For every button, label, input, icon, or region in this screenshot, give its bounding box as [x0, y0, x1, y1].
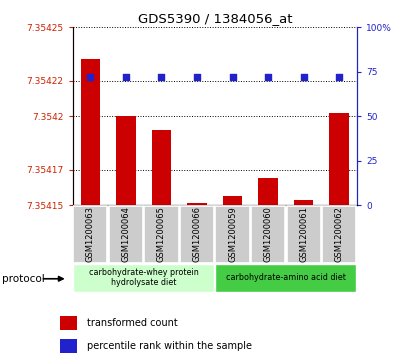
Point	[158, 74, 165, 80]
Text: carbohydrate-amino acid diet: carbohydrate-amino acid diet	[226, 273, 346, 282]
Text: GSM1200063: GSM1200063	[86, 206, 95, 262]
Text: GSM1200059: GSM1200059	[228, 206, 237, 262]
Text: GSM1200061: GSM1200061	[299, 206, 308, 262]
Bar	[116, 116, 136, 205]
Point	[194, 74, 200, 80]
Bar	[60, 339, 77, 353]
Bar	[152, 130, 171, 205]
Bar	[144, 206, 178, 262]
Bar	[251, 206, 285, 262]
Text: GSM1200064: GSM1200064	[122, 206, 130, 262]
Point	[229, 74, 236, 80]
Bar	[180, 206, 214, 262]
Bar	[286, 206, 321, 262]
Point	[87, 74, 94, 80]
Bar	[223, 196, 242, 205]
Bar	[109, 206, 143, 262]
Bar	[322, 206, 356, 262]
Text: protocol: protocol	[2, 274, 45, 284]
Text: GSM1200062: GSM1200062	[334, 206, 344, 262]
Point	[265, 74, 271, 80]
Bar	[73, 264, 214, 291]
Text: GSM1200060: GSM1200060	[264, 206, 273, 262]
Text: GSM1200065: GSM1200065	[157, 206, 166, 262]
Bar	[330, 113, 349, 205]
Bar	[73, 206, 107, 262]
Bar	[258, 178, 278, 205]
Bar	[187, 203, 207, 205]
Bar	[215, 206, 249, 262]
Text: percentile rank within the sample: percentile rank within the sample	[87, 341, 252, 351]
Point	[300, 74, 307, 80]
Title: GDS5390 / 1384056_at: GDS5390 / 1384056_at	[137, 12, 292, 25]
Bar	[60, 316, 77, 330]
Point	[122, 74, 129, 80]
Text: GSM1200066: GSM1200066	[193, 206, 202, 262]
Point	[336, 74, 342, 80]
Bar	[81, 59, 100, 205]
Bar	[294, 200, 313, 205]
Bar	[215, 264, 356, 291]
Text: carbohydrate-whey protein
hydrolysate diet: carbohydrate-whey protein hydrolysate di…	[89, 268, 198, 287]
Text: transformed count: transformed count	[87, 318, 178, 328]
